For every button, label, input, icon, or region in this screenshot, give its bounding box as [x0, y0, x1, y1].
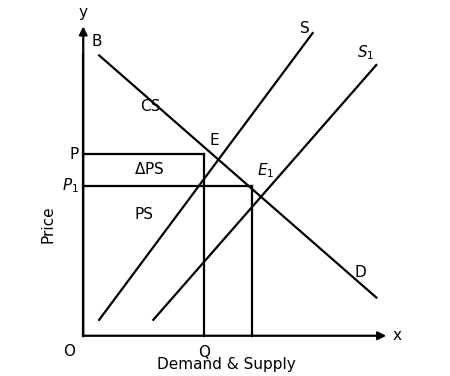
Text: CS: CS — [140, 99, 161, 114]
Text: S: S — [300, 21, 310, 36]
Text: Demand & Supply: Demand & Supply — [157, 357, 296, 372]
Text: $\Delta$PS: $\Delta$PS — [134, 161, 165, 176]
Text: Q: Q — [198, 345, 210, 360]
Text: y: y — [79, 5, 88, 20]
Text: x: x — [392, 328, 401, 343]
Text: P: P — [69, 147, 78, 162]
Text: E: E — [209, 133, 219, 148]
Text: $S_1$: $S_1$ — [357, 43, 374, 62]
Text: $P_1$: $P_1$ — [62, 177, 78, 196]
Text: D: D — [354, 265, 366, 279]
Text: PS: PS — [134, 207, 153, 222]
Text: $E_1$: $E_1$ — [257, 161, 274, 180]
Text: B: B — [91, 34, 102, 49]
Text: O: O — [63, 344, 75, 359]
Text: Price: Price — [40, 205, 56, 243]
